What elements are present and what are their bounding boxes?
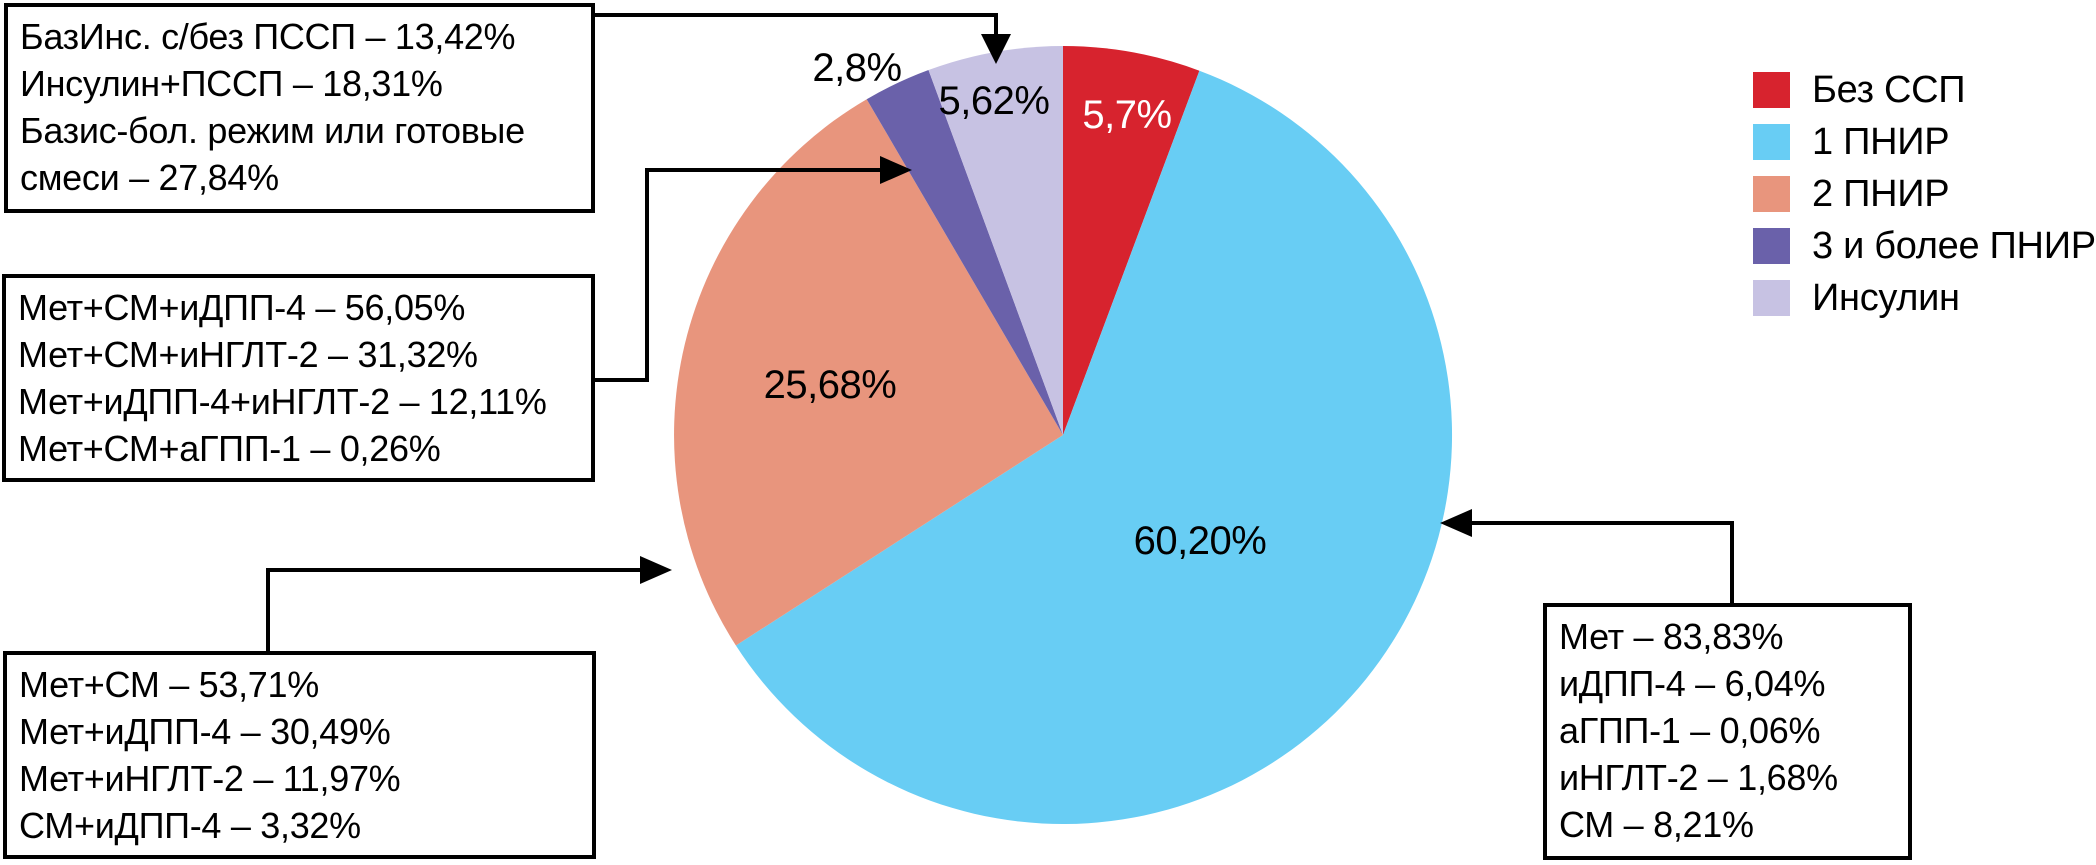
- arrow-two-pnir-line: [266, 568, 642, 651]
- callout-one-pnir-line-1: Мет – 83,83%: [1559, 616, 1784, 657]
- callout-one-pnir-line-4: иНГЛТ-2 – 1,68%: [1559, 757, 1838, 798]
- arrow-one-pnir-head-icon: [1440, 509, 1472, 537]
- callout-two-pnir-line-3: Мет+иНГЛТ-2 – 11,97%: [19, 758, 401, 799]
- slice-value-label-2: 60,20%: [1134, 519, 1267, 563]
- legend-item-bez-ssp: Без ССП: [1753, 69, 2096, 111]
- arrow-insulin-head-icon: [981, 34, 1011, 64]
- pie-slice-3: [674, 99, 1063, 646]
- callout-three-plus-pnir: Мет+СМ+иДПП-4 – 56,05% Мет+СМ+иНГЛТ-2 – …: [2, 274, 595, 482]
- callout-three-plus-line-2: Мет+СМ+иНГЛТ-2 – 31,32%: [18, 334, 478, 375]
- legend-item-insulin: Инсулин: [1753, 277, 2096, 319]
- callout-two-pnir-line-4: СМ+иДПП-4 – 3,32%: [19, 805, 361, 846]
- arrow-two-pnir-head-icon: [640, 556, 672, 584]
- callout-insulin-line-2: Инсулин+ПССП – 18,31%: [20, 63, 443, 104]
- legend-item-1-pnir: 1 ПНИР: [1753, 121, 2096, 163]
- legend-item-3-plus-pnir: 3 и более ПНИР: [1753, 225, 2096, 267]
- callout-insulin-line-1: БазИнс. с/без ПССП – 13,42%: [20, 16, 516, 57]
- slice-value-label-4: 2,8%: [812, 46, 901, 90]
- pie-labels-group: 5,7% 60,20% 25,68% 2,8% 5,62%: [764, 46, 1267, 563]
- arrow-two-pnir-callout: [266, 556, 672, 651]
- arrow-insulin-callout: [595, 13, 1011, 64]
- legend-label-1-pnir: 1 ПНИР: [1812, 121, 1950, 163]
- slice-value-label-1: 5,7%: [1082, 93, 1171, 137]
- arrow-three-plus-head-icon: [880, 156, 912, 184]
- pie-slice-2: [735, 70, 1453, 825]
- legend-item-2-pnir: 2 ПНИР: [1753, 173, 2096, 215]
- legend-swatch-2-pnir: [1753, 176, 1790, 212]
- legend: Без ССП 1 ПНИР 2 ПНИР 3 и более ПНИР Инс…: [1753, 69, 2096, 319]
- pie-slice-5: [928, 46, 1063, 435]
- callout-one-pnir-line-2: иДПП-4 – 6,04%: [1559, 663, 1826, 704]
- legend-swatch-insulin: [1753, 280, 1790, 316]
- callout-one-pnir-line-5: СМ – 8,21%: [1559, 804, 1754, 845]
- legend-label-3-plus-pnir: 3 и более ПНИР: [1812, 225, 2096, 267]
- legend-label-bez-ssp: Без ССП: [1812, 69, 1966, 111]
- legend-label-insulin: Инсулин: [1812, 277, 1960, 319]
- arrow-three-plus-pnir-callout: [595, 156, 912, 382]
- callout-three-plus-line-4: Мет+СМ+аГПП-1 – 0,26%: [18, 428, 441, 469]
- pie-slice-1: [1063, 46, 1200, 435]
- slice-value-label-5: 5,62%: [939, 79, 1050, 123]
- callout-three-plus-line-1: Мет+СМ+иДПП-4 – 56,05%: [18, 287, 466, 328]
- callout-one-pnir: Мет – 83,83% иДПП-4 – 6,04% аГПП-1 – 0,0…: [1543, 603, 1912, 860]
- legend-swatch-bez-ssp: [1753, 72, 1790, 108]
- arrow-one-pnir-line: [1470, 521, 1734, 603]
- callout-insulin: БазИнс. с/без ПССП – 13,42% Инсулин+ПССП…: [4, 3, 595, 213]
- legend-label-2-pnir: 2 ПНИР: [1812, 173, 1950, 215]
- arrow-insulin-line: [595, 13, 998, 40]
- callout-insulin-line-3: Базис-бол. режим или готовые смеси – 27,…: [20, 110, 525, 198]
- legend-swatch-1-pnir: [1753, 124, 1790, 160]
- slice-value-label-3: 25,68%: [764, 363, 897, 407]
- callout-one-pnir-line-3: аГПП-1 – 0,06%: [1559, 710, 1821, 751]
- legend-swatch-3-plus-pnir: [1753, 228, 1790, 264]
- arrow-one-pnir-callout: [1440, 509, 1734, 603]
- callout-three-plus-line-3: Мет+иДПП-4+иНГЛТ-2 – 12,11%: [18, 381, 547, 422]
- callout-two-pnir-line-2: Мет+иДПП-4 – 30,49%: [19, 711, 391, 752]
- pie-slices-group: [674, 46, 1453, 825]
- arrow-three-plus-line: [595, 168, 882, 382]
- callout-two-pnir: Мет+СМ – 53,71% Мет+иДПП-4 – 30,49% Мет+…: [3, 651, 596, 859]
- pie-slice-4: [866, 70, 1063, 435]
- callout-two-pnir-line-1: Мет+СМ – 53,71%: [19, 664, 319, 705]
